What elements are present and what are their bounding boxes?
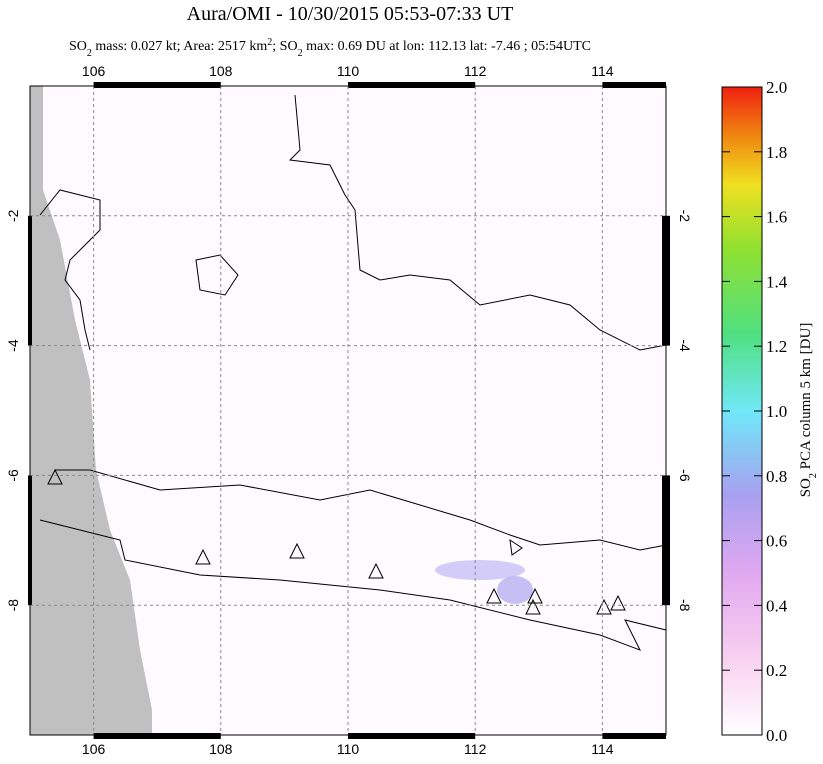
colorbar-tick-label: 1.0 [766, 402, 787, 421]
coastline [39, 189, 101, 351]
y-tick-label: -2 [677, 210, 693, 223]
frame-bar [93, 82, 221, 88]
colorbar-tick-label: 1.2 [766, 337, 787, 356]
volcano [525, 598, 541, 615]
colorbar-tick-label: 0.6 [766, 532, 787, 551]
frame-bar [348, 82, 476, 88]
x-tick-label: 108 [209, 63, 233, 79]
frame-bar [602, 82, 666, 88]
x-tick-label: 110 [337, 741, 360, 757]
x-tick-label: 112 [464, 741, 487, 757]
colorbar-tick-label: 0.4 [766, 596, 788, 615]
x-tick-label: 114 [591, 63, 614, 79]
volcano [610, 594, 626, 611]
text-part: PCA column 5 km [DU] [798, 323, 814, 473]
y-tick-label: -4 [677, 339, 693, 352]
so2-patch [497, 576, 533, 604]
colorbar-axis: 0.0 0.2 0.4 0.6 0.8 1.0 1.2 1.4 1.6 1.8 2.0 [722, 78, 788, 745]
volcano [289, 542, 305, 559]
x-tick-label: 108 [209, 741, 233, 757]
text-part: 2 [267, 37, 272, 48]
colorbar-tick-label: 0.2 [766, 661, 787, 680]
so2-patch [435, 560, 525, 580]
y-tick-label: -6 [677, 469, 693, 482]
x-tick-label: 106 [82, 63, 106, 79]
map-frame [29, 85, 667, 736]
volcano [195, 548, 211, 565]
x-tick-label: 112 [464, 63, 487, 79]
text-part: SO [798, 478, 814, 497]
colorbar-tick-label: 2.0 [766, 78, 787, 97]
volcano [47, 468, 63, 485]
y-tick-label: -8 [677, 599, 693, 612]
volcano [596, 598, 612, 615]
text-part: max: 0.69 DU at lon: 112.13 lat: -7.46 ;… [303, 39, 591, 54]
colorbar-tick-label: 0.0 [766, 726, 787, 745]
text-part: mass: 0.027 kt; Area: 2517 km [92, 39, 267, 54]
colorbar-tick-label: 0.8 [766, 467, 787, 486]
frame-bar [602, 733, 666, 739]
colorbar-tick-label: 1.6 [766, 208, 787, 227]
x-tick-label: 110 [337, 63, 360, 79]
volcanoes [47, 468, 626, 615]
y-tick-label: -2 [5, 209, 21, 222]
text-part: ; SO [272, 39, 297, 54]
volcano [368, 562, 384, 579]
title: Aura/OMI - 10/30/2015 05:53-07:33 UT [187, 3, 514, 25]
colorbar-tick-label: 1.8 [766, 143, 787, 162]
coastline [288, 94, 667, 351]
y-tick-label: -4 [5, 339, 21, 352]
text-part: 2 [298, 48, 303, 59]
coastlines [39, 94, 667, 651]
coastline [509, 538, 523, 556]
subtitle: SO2 mass: 0.027 kt; Area: 2517 km2; SO2 … [69, 37, 591, 59]
coastline [39, 519, 667, 651]
x-tick-label: 106 [82, 741, 106, 757]
text-part: 2 [808, 473, 819, 478]
frame-bar [93, 733, 221, 739]
colorbar-label: SO2 PCA column 5 km [DU] [798, 323, 819, 498]
x-tick-label: 114 [591, 741, 614, 757]
frame-bar [348, 733, 476, 739]
coastline [55, 469, 667, 551]
y-tick-label: -6 [5, 469, 21, 482]
colorbar-tick-label: 1.4 [766, 272, 788, 291]
y-tick-label: -8 [5, 599, 21, 612]
coastline [195, 254, 239, 296]
no-data-area [30, 86, 152, 735]
text-part: SO [69, 39, 87, 54]
volcano [486, 587, 502, 604]
text-part: 2 [87, 48, 92, 59]
